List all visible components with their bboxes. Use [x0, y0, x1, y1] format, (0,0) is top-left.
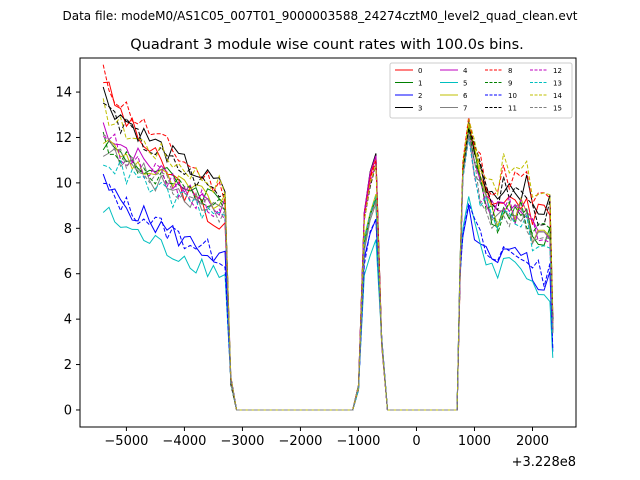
figure-suptitle: Data file: modeM0/AS1C05_007T01_90000035…: [62, 9, 577, 23]
series-line-12: [102, 133, 554, 411]
legend-label-5: 5: [463, 80, 467, 88]
chart-title: Quadrant 3 module wise count rates with …: [130, 37, 524, 53]
y-axis: 0 2 4 6 8 10 12 14: [55, 86, 80, 418]
legend-label-11: 11: [508, 105, 517, 113]
series-line-1: [102, 125, 554, 411]
series-line-15: [102, 133, 554, 411]
x-tick-label: −5000: [104, 434, 148, 449]
x-tick-label: −4000: [162, 434, 206, 449]
x-tick-label: 1000: [458, 434, 491, 449]
legend-label-0: 0: [418, 67, 422, 75]
series-line-14: [102, 98, 554, 411]
series-line-3: [102, 86, 554, 411]
legend-label-7: 7: [463, 105, 467, 113]
legend-label-9: 9: [508, 80, 512, 88]
legend-label-8: 8: [508, 67, 512, 75]
y-tick-label: 14: [55, 86, 72, 101]
x-tick-label: −3000: [220, 434, 264, 449]
legend-label-13: 13: [553, 80, 562, 88]
axes-frame: [79, 57, 577, 428]
x-tick-label: −2000: [278, 434, 322, 449]
legend-label-2: 2: [418, 92, 422, 100]
x-tick-label: 2000: [516, 434, 549, 449]
legend-label-12: 12: [553, 67, 562, 75]
series-line-2: [102, 173, 554, 411]
y-tick-label: 10: [55, 176, 72, 191]
x-offset-text: +3.228e8: [512, 455, 576, 470]
x-axis: −5000 −4000 −3000 −2000 −1000 0 1000 2000: [104, 427, 549, 449]
y-tick-label: 12: [55, 131, 72, 146]
series-line-9: [102, 128, 554, 411]
y-tick-label: 2: [64, 358, 72, 373]
legend-label-15: 15: [553, 105, 562, 113]
x-tick-label: 0: [412, 434, 420, 449]
legend-label-6: 6: [463, 92, 468, 100]
x-tick-label: −1000: [336, 434, 380, 449]
legend-label-3: 3: [418, 105, 422, 113]
legend-label-14: 14: [553, 92, 562, 100]
y-tick-label: 4: [64, 313, 72, 328]
series-line-5: [102, 196, 554, 411]
series-line-4: [102, 122, 554, 411]
legend-label-4: 4: [463, 67, 468, 75]
legend-box: [389, 62, 573, 119]
y-tick-label: 6: [64, 267, 72, 282]
y-tick-label: 0: [64, 403, 72, 418]
legend-label-1: 1: [418, 80, 422, 88]
series-line-6: [102, 123, 554, 411]
y-tick-label: 8: [64, 222, 72, 237]
series-line-10: [103, 182, 554, 411]
series-layer: [102, 64, 554, 411]
legend-label-10: 10: [508, 92, 517, 100]
series-line-11: [102, 102, 554, 411]
